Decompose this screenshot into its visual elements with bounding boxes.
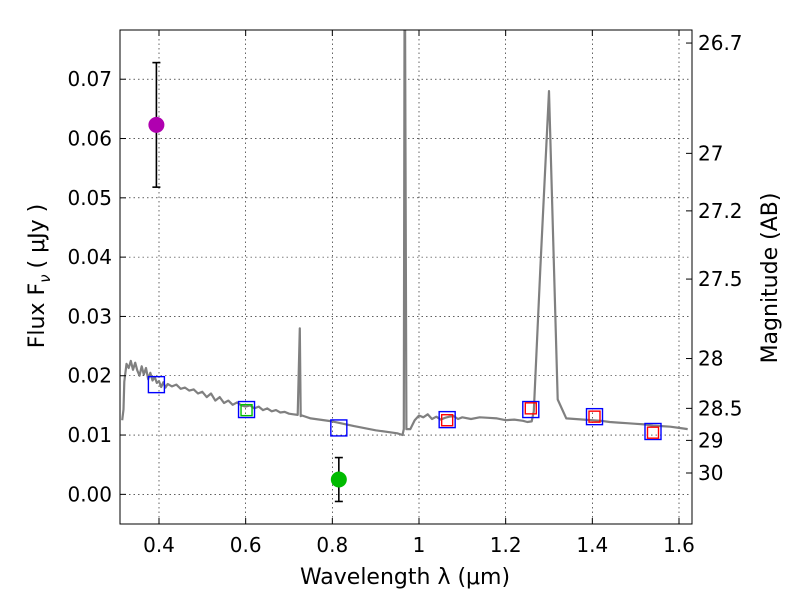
x-axis-label: Wavelength λ (μm) bbox=[300, 565, 510, 590]
observed-square bbox=[440, 414, 454, 427]
model-photometry-square bbox=[147, 375, 166, 394]
y2-axis-label: Magnitude (AB) bbox=[758, 193, 783, 364]
x-tick-label: 0.8 bbox=[316, 533, 348, 557]
spectrum-layer bbox=[121, 30, 688, 437]
y-tick-label: 0.06 bbox=[67, 127, 112, 151]
measurement-point bbox=[330, 471, 347, 488]
y-tick-label: 0.00 bbox=[67, 482, 112, 506]
plot-frame bbox=[119, 29, 693, 525]
y-axis-label-sub: ν bbox=[36, 274, 54, 282]
model-photometry-square bbox=[330, 419, 348, 437]
mag-tick-label: 27.5 bbox=[698, 267, 743, 291]
mag-tick-label: 29 bbox=[698, 428, 723, 452]
axis-ticks: 0.4 0.6 0.8 1 1.2 1.4 1.6 0.00 0.01 0.02 0.03 0.04 0… bbox=[67, 30, 743, 557]
observed-square bbox=[240, 403, 253, 417]
mag-tick-label: 30 bbox=[698, 461, 723, 485]
y-tick-label: 0.02 bbox=[67, 364, 112, 388]
x-tick-label: 0.4 bbox=[143, 533, 175, 557]
y-tick-label: 0.03 bbox=[67, 304, 112, 328]
grid-lines bbox=[120, 30, 692, 524]
y-tick-label: 0.05 bbox=[67, 186, 112, 210]
mag-tick-label: 28 bbox=[698, 347, 723, 371]
model-photometry-square bbox=[237, 400, 256, 419]
observed-square bbox=[524, 402, 537, 415]
mag-tick-label: 27 bbox=[698, 141, 723, 165]
mag-tick-label: 27.2 bbox=[698, 199, 743, 223]
mag-tick-label: 26.7 bbox=[698, 31, 743, 55]
y-axis-label-main: Flux F bbox=[25, 283, 50, 348]
x-tick-label: 1.2 bbox=[490, 533, 522, 557]
spectrum-line bbox=[121, 30, 688, 437]
y-axis-label: Flux Fν ( μJy ) bbox=[25, 204, 54, 348]
y-tick-label: 0.01 bbox=[67, 423, 112, 447]
y-tick-label: 0.04 bbox=[67, 245, 112, 269]
y-axis-label-unit: ( μJy ) bbox=[25, 204, 50, 269]
marker-layer bbox=[147, 61, 662, 503]
x-tick-label: 1.4 bbox=[576, 533, 608, 557]
measurement-point bbox=[148, 116, 165, 133]
y-tick-label: 0.07 bbox=[67, 67, 112, 91]
mag-tick-label: 28.5 bbox=[698, 396, 743, 420]
model-photometry-square bbox=[438, 410, 456, 429]
x-tick-label: 1.6 bbox=[663, 533, 695, 557]
x-tick-label: 1 bbox=[413, 533, 426, 557]
model-photometry-square bbox=[585, 407, 604, 426]
model-photometry-square bbox=[644, 422, 662, 441]
observed-square bbox=[588, 410, 601, 423]
observed-square bbox=[646, 426, 660, 439]
model-photometry-square bbox=[522, 400, 540, 419]
x-tick-label: 0.6 bbox=[230, 533, 262, 557]
